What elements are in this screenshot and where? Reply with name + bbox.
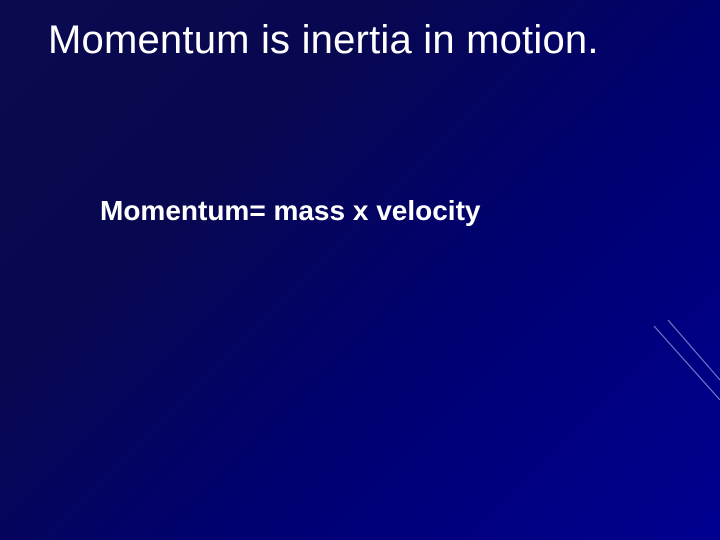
slide-container: Momentum is inertia in motion. Momentum=… [0,0,720,540]
accent-lines-decoration [650,320,720,400]
slide-body-text: Momentum= mass x velocity [100,195,480,227]
slide-title: Momentum is inertia in motion. [48,18,599,63]
